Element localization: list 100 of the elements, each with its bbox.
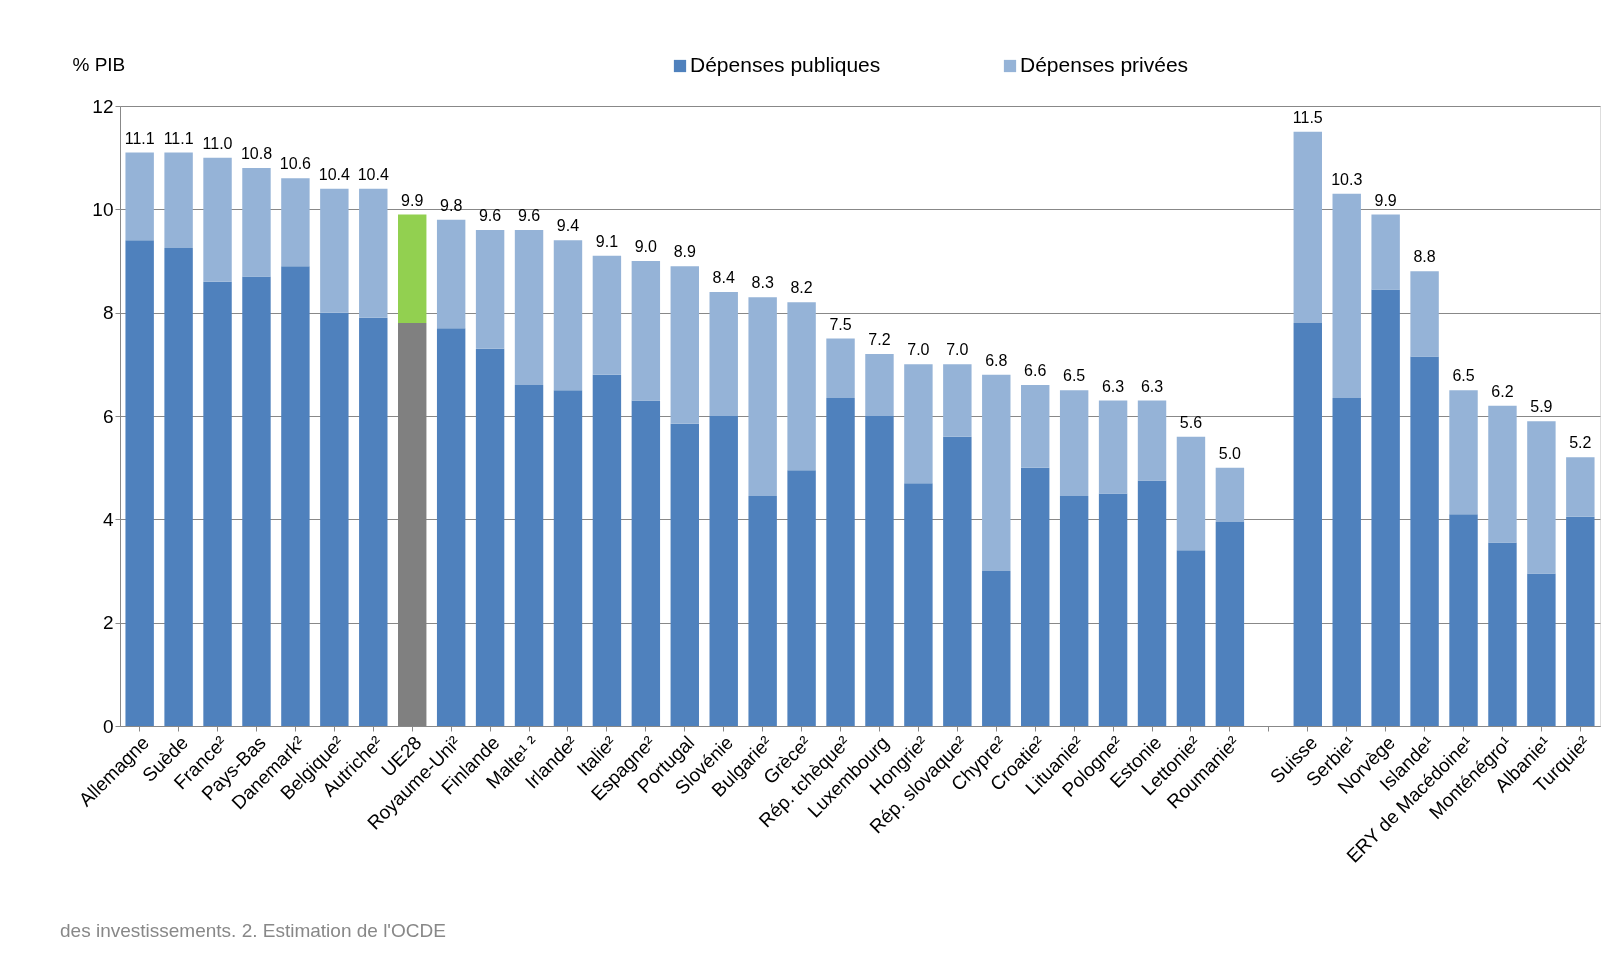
bar: [553, 240, 583, 391]
total-label: 5.2: [1569, 434, 1592, 452]
total-label: 11.1: [124, 129, 155, 147]
bar: [1059, 496, 1089, 726]
bar: [1449, 514, 1478, 726]
total-label: 10.8: [240, 145, 273, 162]
bar: [1137, 480, 1167, 726]
bar: [1566, 516, 1595, 726]
total-label: 11.1: [163, 129, 194, 147]
bar: [1410, 356, 1439, 726]
bar: [1293, 323, 1322, 726]
total-label: 8.8: [1413, 248, 1436, 266]
bar: [670, 423, 699, 726]
bar: [1059, 390, 1089, 497]
bar: [943, 364, 972, 437]
total-label: 6.6: [1024, 362, 1047, 379]
bar: [203, 157, 232, 282]
bar: [1215, 467, 1245, 522]
total-label: 6.5: [1063, 367, 1086, 385]
total-label: 11.0: [202, 134, 233, 152]
bar: [1371, 214, 1400, 290]
bar: [1527, 421, 1556, 574]
total-label: 8.9: [673, 243, 696, 261]
bar: [748, 496, 777, 726]
bar: [242, 276, 271, 726]
total-label: 9.8: [440, 196, 463, 214]
bar: [359, 317, 388, 726]
total-label: 9.9: [1374, 191, 1397, 209]
total-label: 7.0: [946, 341, 969, 359]
bar: [320, 312, 349, 726]
bar: [514, 230, 544, 385]
total-label: 6.5: [1452, 367, 1475, 385]
bar: [1566, 457, 1595, 517]
bar: [709, 292, 738, 416]
total-label: 9.1: [595, 232, 619, 250]
bar: [1176, 436, 1206, 551]
total-label: 5.6: [1179, 413, 1203, 431]
bar: [436, 328, 466, 726]
y-tick-label: 12: [92, 95, 114, 117]
total-label: 10.3: [1331, 170, 1363, 188]
bar: [943, 436, 972, 726]
bar: [592, 374, 622, 726]
total-label: 8.3: [751, 274, 774, 292]
bar: [592, 255, 622, 375]
y-tick-label: 0: [102, 715, 114, 737]
total-label: 6.2: [1491, 382, 1514, 400]
total-label: 9.9: [401, 191, 424, 209]
total-label: 5.9: [1530, 398, 1553, 416]
bar: [281, 266, 310, 726]
total-label: 9.0: [634, 238, 658, 255]
y-tick-label: 10: [92, 198, 114, 220]
bar: [1488, 542, 1517, 726]
text: des investissements. 2. Estimation de l'OCDE: [60, 920, 446, 941]
y-tick-label: 6: [102, 405, 114, 427]
legend-label: Dépenses publiques: [690, 53, 881, 76]
bar: [203, 281, 232, 726]
total-label: 8.2: [790, 279, 813, 297]
bar: [1176, 550, 1206, 726]
total-label: 10.6: [279, 155, 312, 173]
total-label: 7.0: [907, 341, 930, 359]
total-label: 6.3: [1101, 377, 1125, 395]
bar: [1371, 289, 1400, 726]
bar: [1332, 397, 1361, 726]
bar: [1293, 131, 1322, 323]
bar: [631, 400, 661, 726]
bar: [826, 397, 855, 726]
bar: [1215, 521, 1245, 726]
bar: [398, 214, 427, 323]
bar: [359, 188, 388, 318]
bar: [1021, 385, 1050, 468]
bar: [1098, 400, 1128, 494]
bar: [1449, 390, 1478, 515]
bar: [514, 385, 544, 726]
bar: [475, 348, 505, 726]
bar: [436, 219, 466, 329]
bar: [865, 416, 894, 726]
total-label: 9.6: [478, 207, 502, 224]
bar: [904, 483, 933, 726]
bar: [164, 248, 193, 726]
bar: [1488, 405, 1517, 543]
bar: [1021, 467, 1050, 726]
total-label: 6.3: [1140, 377, 1164, 395]
bar: [1332, 193, 1361, 398]
bar: [904, 364, 933, 484]
bar: [787, 302, 816, 471]
total-label: 6.8: [985, 351, 1008, 369]
total-label: 10.4: [357, 165, 389, 183]
bar: [553, 390, 583, 726]
y-tick-label: 8: [102, 302, 114, 324]
bar: [1098, 493, 1128, 726]
bar: [982, 571, 1011, 726]
legend-label: Dépenses privées: [1020, 53, 1189, 76]
total-label: 7.2: [868, 331, 891, 348]
y-tick-label: 2: [102, 612, 114, 634]
bar: [281, 178, 310, 267]
y-axis-title: % PIB: [72, 53, 126, 75]
bar: [320, 188, 349, 313]
bar: [1527, 573, 1556, 726]
bar: [865, 354, 894, 416]
total-label: 10.4: [318, 165, 351, 183]
